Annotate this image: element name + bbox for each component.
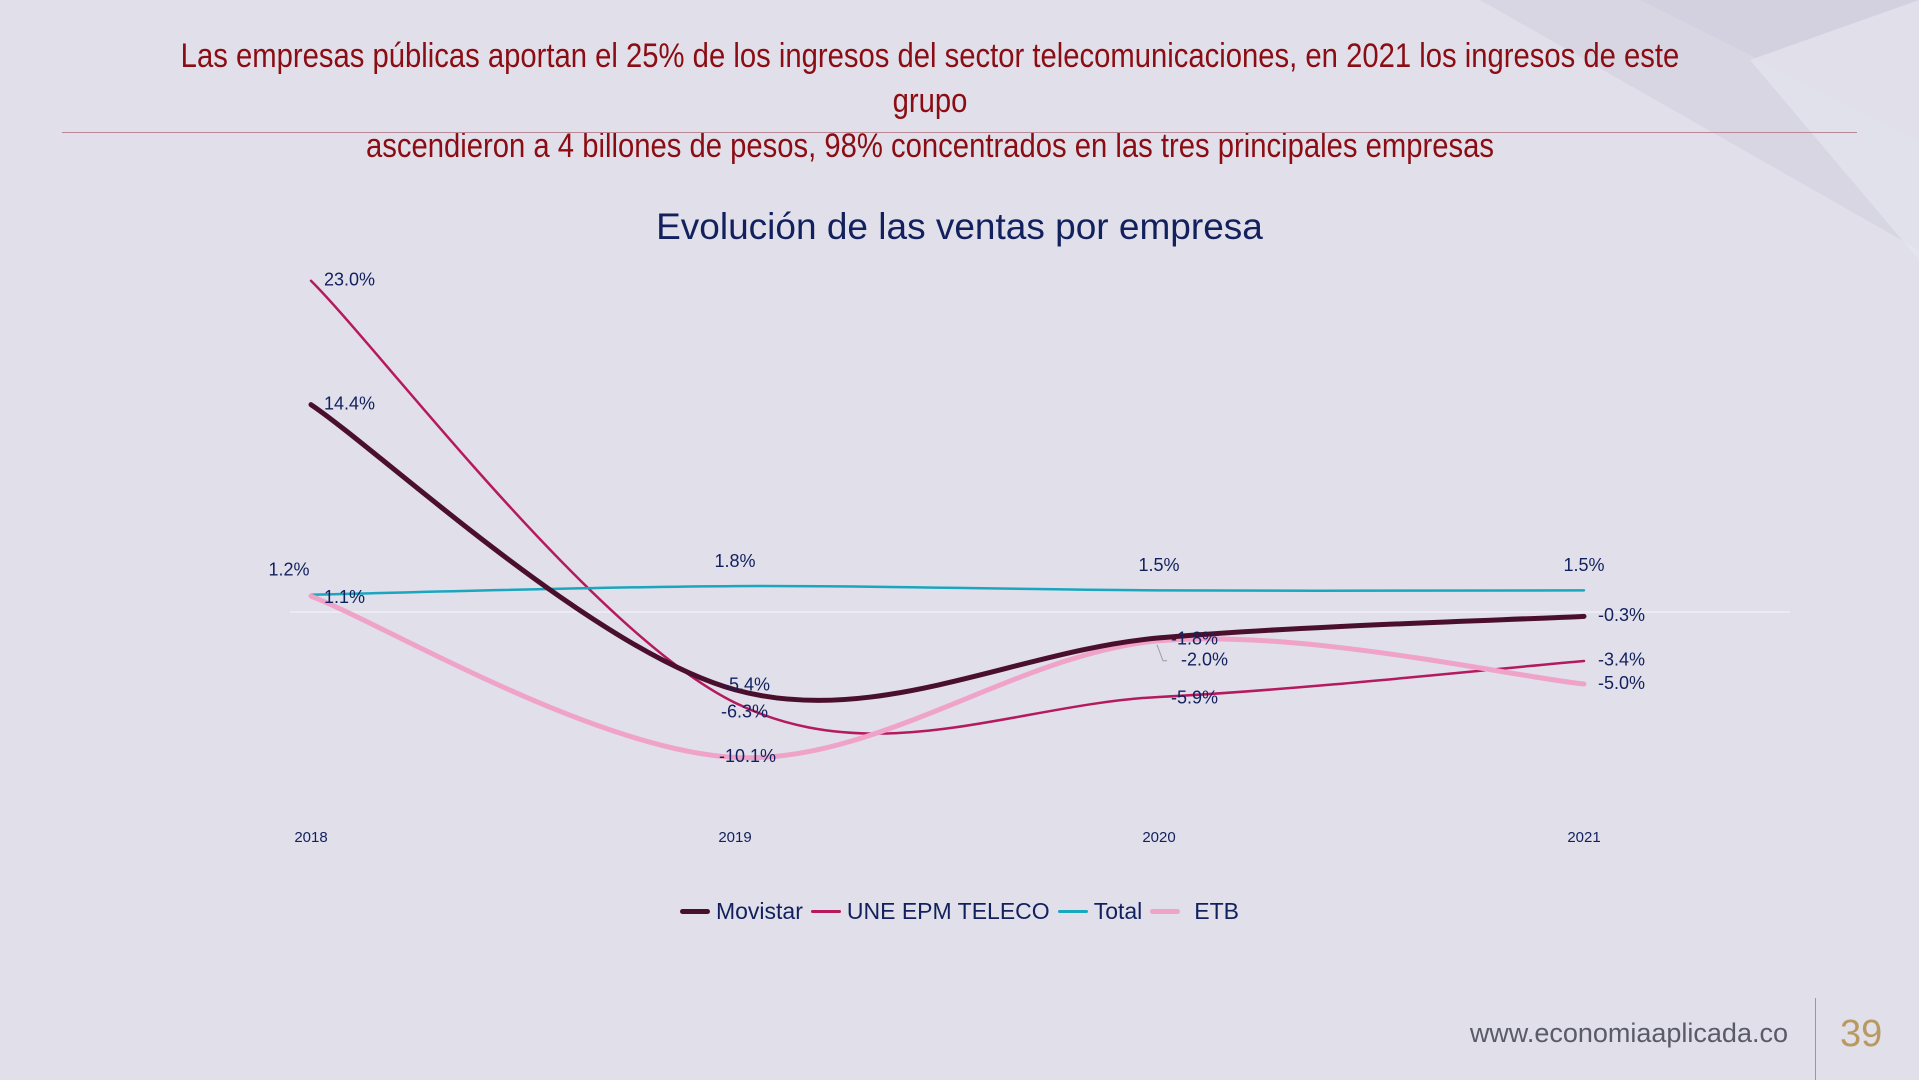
x-tick-label-2020: 2020: [1142, 829, 1175, 846]
data-label-movistar-2020: -1.8%: [1171, 629, 1218, 649]
footer-divider: [1815, 998, 1816, 1080]
data-label-total-2020: 1.5%: [1138, 555, 1179, 575]
slide-title: Las empresas públicas aportan el 25% de …: [156, 34, 1704, 169]
data-label-une-epm-teleco-2018: 23.0%: [324, 270, 375, 290]
footer-url: www.economiaaplicada.co: [1469, 1018, 1788, 1048]
chart-legend: Movistar UNE EPM TELECO Total ETB: [0, 898, 1919, 925]
legend-label-total: Total: [1093, 898, 1143, 924]
slide-title-line-1: Las empresas públicas aportan el 25% de …: [180, 37, 1680, 120]
x-tick-label-2019: 2019: [718, 829, 751, 846]
data-label-movistar-2018: 14.4%: [324, 393, 375, 413]
data-label-total-2019: 1.8%: [714, 551, 755, 571]
legend-swatch-une-epm-teleco: [810, 910, 841, 913]
x-tick-label-2021: 2021: [1567, 829, 1600, 846]
title-divider: [62, 132, 1857, 133]
series-line-etb: [308, 593, 1587, 761]
legend-swatch-etb: [1150, 909, 1181, 914]
data-label-une-epm-teleco-2021: -3.4%: [1598, 650, 1645, 670]
legend-item-une-epm-teleco: UNE EPM TELECO: [810, 898, 1050, 925]
series-line-movistar: [308, 402, 1587, 703]
x-tick-label-2018: 2018: [294, 829, 327, 846]
data-label-etb-2021: -5.0%: [1598, 673, 1645, 693]
legend-swatch-total: [1057, 910, 1088, 913]
legend-label-etb: ETB: [1194, 898, 1240, 924]
leader-line-etb-2020: [1156, 644, 1167, 662]
slide-title-line-2: ascendieron a 4 billones de pesos, 98% c…: [365, 127, 1495, 165]
chart-title: Evolución de las ventas por empresa: [656, 206, 1263, 247]
legend-item-etb: ETB: [1150, 898, 1239, 925]
data-label-une-epm-teleco-2020: -5.9%: [1171, 688, 1218, 708]
data-label-etb-2020: -2.0%: [1181, 650, 1228, 670]
data-label-etb-2018: 1.1%: [324, 587, 365, 607]
legend-item-total: Total: [1057, 898, 1143, 925]
series-line-total: [309, 584, 1586, 596]
data-label-total-2021: 1.5%: [1563, 555, 1604, 575]
legend-label-une-epm-teleco: UNE EPM TELECO: [846, 898, 1050, 924]
legend-item-movistar: Movistar: [679, 898, 803, 925]
page-number: 39: [1840, 1013, 1883, 1055]
data-label-etb-2019: -10.1%: [719, 746, 776, 766]
data-label-movistar-2019: -5.4%: [723, 675, 770, 695]
data-label-total-2018: 1.2%: [268, 559, 309, 579]
data-label-movistar-2021: -0.3%: [1598, 605, 1645, 625]
data-label-une-epm-teleco-2019: -6.3%: [721, 701, 768, 721]
legend-swatch-movistar: [679, 909, 710, 914]
series-line-une-epm-teleco: [309, 279, 1586, 735]
legend-label-movistar: Movistar: [715, 898, 803, 924]
